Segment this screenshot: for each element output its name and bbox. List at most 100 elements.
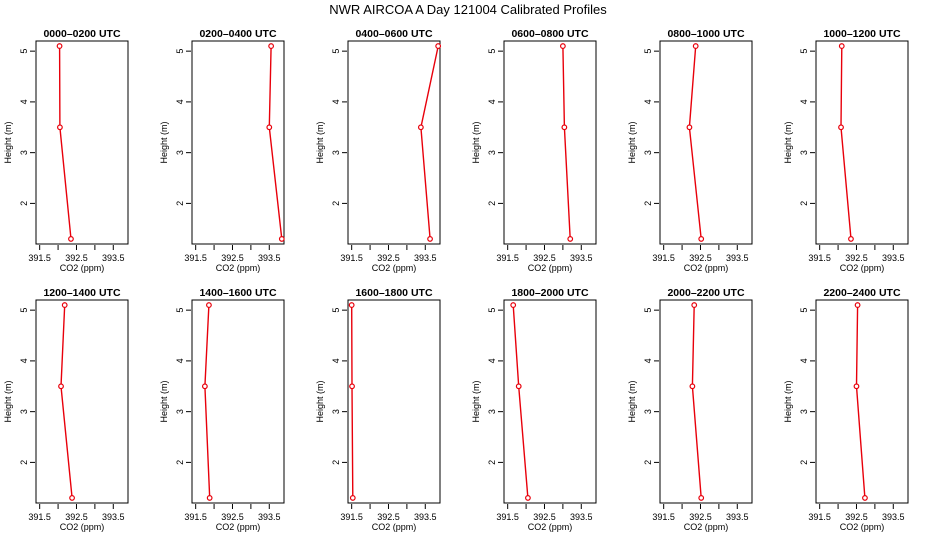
data-point: [848, 236, 854, 242]
profile-line: [204, 305, 211, 498]
x-tick-label: 393.5: [726, 253, 749, 263]
y-tick-label: 2: [799, 460, 809, 465]
y-axis-label: Height (m): [627, 380, 637, 422]
x-tick-label: 393.5: [258, 253, 281, 263]
data-point: [559, 43, 566, 49]
profile-line: [855, 305, 866, 498]
y-tick-label: 5: [643, 49, 653, 54]
x-tick-label: 391.5: [652, 253, 675, 263]
y-tick-label: 4: [331, 358, 341, 363]
y-tick-label: 4: [175, 99, 185, 104]
profile-line: [60, 305, 73, 498]
x-tick-label: 391.5: [652, 512, 675, 522]
data-point: [278, 236, 285, 242]
y-tick-label: 4: [643, 358, 653, 363]
y-tick-label: 4: [331, 99, 341, 104]
profile-panel-2: 0200–0400 UTC 391.5 392.5 393.5 2 3 4 5 CO2 (ppm…: [159, 28, 285, 273]
data-point: [686, 124, 693, 131]
data-point: [525, 495, 531, 501]
x-tick-label: 393.5: [414, 512, 437, 522]
y-tick-label: 2: [331, 460, 341, 465]
data-point: [69, 495, 75, 501]
data-point: [417, 124, 424, 131]
x-tick-label: 392.5: [533, 253, 556, 263]
y-tick-label: 4: [487, 99, 497, 104]
data-point: [854, 302, 861, 308]
y-tick-label: 5: [331, 308, 341, 313]
y-tick-label: 5: [487, 308, 497, 313]
data-point: [862, 495, 868, 501]
profile-panel-3: 0400–0600 UTC 391.5 392.5 393.5 2 3 4 5 CO2 (ppm…: [315, 28, 442, 273]
x-tick-label: 393.5: [414, 253, 437, 263]
y-tick-label: 3: [799, 150, 809, 155]
y-tick-label: 2: [487, 460, 497, 465]
y-tick-label: 4: [643, 99, 653, 104]
y-axis-label: Height (m): [315, 380, 325, 422]
y-tick-label: 3: [175, 409, 185, 414]
y-tick-label: 5: [331, 49, 341, 54]
plot-frame: [35, 299, 129, 504]
y-tick-label: 3: [175, 150, 185, 155]
y-axis-label: Height (m): [159, 121, 169, 163]
profile-panel-12: 2200–2400 UTC 391.5 392.5 393.5 2 3 4 5 CO2 (ppm…: [783, 287, 909, 532]
x-tick-label: 391.5: [28, 253, 51, 263]
y-tick-label: 3: [487, 409, 497, 414]
y-tick-label: 3: [331, 150, 341, 155]
profile-panel-7: 1200–1400 UTC 391.5 392.5 393.5 2 3 4 5 CO2 (ppm…: [3, 287, 129, 532]
plot-frame: [35, 40, 129, 245]
panel-title: 2000–2200 UTC: [667, 287, 744, 299]
y-tick-label: 5: [643, 308, 653, 313]
y-tick-label: 2: [19, 460, 29, 465]
data-point: [58, 383, 64, 390]
data-point: [853, 383, 860, 390]
y-tick-label: 2: [19, 201, 29, 206]
x-tick-label: 392.5: [689, 512, 712, 522]
y-tick-label: 5: [799, 49, 809, 54]
profile-line: [268, 46, 283, 239]
y-tick-label: 4: [799, 358, 809, 363]
profile-line: [562, 46, 571, 239]
panel-title: 1800–2000 UTC: [511, 287, 588, 299]
data-point: [691, 302, 698, 308]
plot-frame: [503, 40, 597, 245]
profile-line: [420, 45, 439, 239]
y-tick-label: 3: [331, 409, 341, 414]
y-tick-label: 3: [19, 409, 29, 414]
x-tick-label: 393.5: [882, 253, 905, 263]
y-tick-label: 5: [19, 49, 29, 54]
data-point: [510, 302, 517, 308]
y-tick-label: 4: [19, 99, 29, 104]
y-tick-label: 4: [175, 358, 185, 363]
x-axis-label: CO2 (ppm): [372, 522, 417, 532]
profile-panel-8: 1400–1600 UTC 391.5 392.5 393.5 2 3 4 5 CO2 (ppm…: [159, 287, 285, 532]
profile-panel-6: 1000–1200 UTC 391.5 392.5 393.5 2 3 4 5 CO2 (ppm…: [783, 28, 909, 273]
x-tick-label: 391.5: [340, 253, 363, 263]
x-tick-label: 391.5: [496, 253, 519, 263]
x-tick-label: 393.5: [258, 512, 281, 522]
y-tick-label: 2: [175, 460, 185, 465]
plot-frame: [347, 40, 441, 245]
profile-line: [688, 46, 702, 239]
x-tick-label: 391.5: [808, 253, 831, 263]
y-tick-label: 5: [487, 49, 497, 54]
panel-title: 2200–2400 UTC: [823, 287, 900, 299]
y-tick-label: 2: [487, 201, 497, 206]
profile-line: [512, 305, 529, 498]
x-axis-label: CO2 (ppm): [60, 263, 105, 273]
x-tick-label: 393.5: [102, 253, 125, 263]
y-tick-label: 5: [799, 308, 809, 313]
y-axis-label: Height (m): [783, 380, 793, 422]
x-tick-label: 392.5: [533, 512, 556, 522]
profile-panel-10: 1800–2000 UTC 391.5 392.5 393.5 2 3 4 5 CO2 (ppm…: [471, 287, 597, 532]
y-axis-label: Height (m): [3, 380, 13, 422]
x-tick-label: 392.5: [377, 253, 400, 263]
data-point: [838, 124, 844, 131]
y-axis-label: Height (m): [315, 121, 325, 163]
y-tick-label: 4: [799, 99, 809, 104]
y-axis-label: Height (m): [627, 121, 637, 163]
x-tick-label: 391.5: [808, 512, 831, 522]
profile-line: [691, 305, 702, 498]
data-point: [838, 43, 845, 49]
profile-panel-9: 1600–1800 UTC 391.5 392.5 393.5 2 3 4 5 CO2 (ppm…: [315, 287, 441, 532]
